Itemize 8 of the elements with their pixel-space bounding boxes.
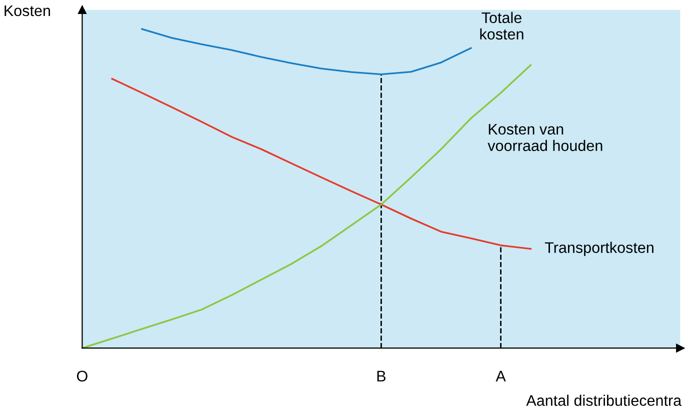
- x-tick-label: O: [76, 370, 88, 382]
- series-label: Transportkosten: [544, 242, 654, 256]
- series-label: Kosten van voorraad houden: [488, 124, 602, 152]
- y-axis-title: Kosten: [4, 5, 50, 16]
- x-tick-label: A: [496, 370, 506, 382]
- x-axis-title: Aantal distributiecentra: [526, 394, 682, 406]
- series-label: Totale kosten: [480, 12, 524, 40]
- x-tick-label: B: [377, 370, 386, 382]
